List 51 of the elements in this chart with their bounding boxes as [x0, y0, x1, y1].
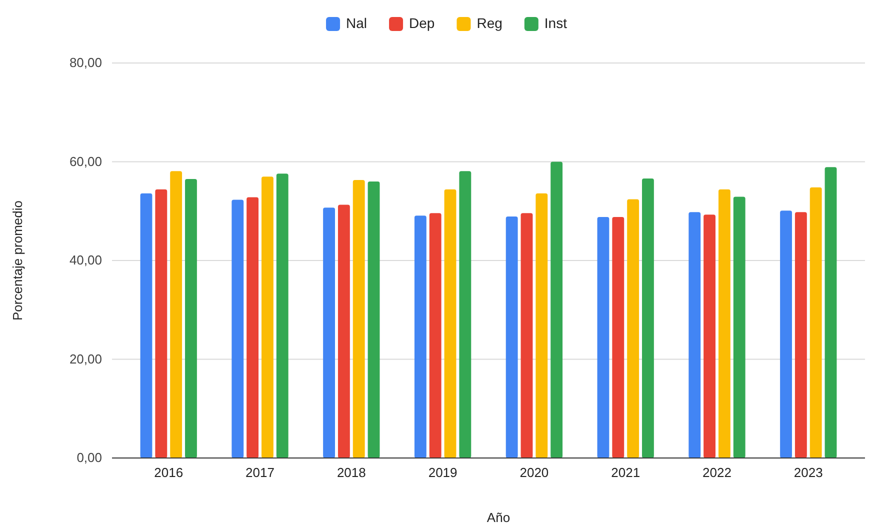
bar — [323, 208, 335, 458]
bar — [612, 217, 624, 458]
x-tick-label: 2017 — [246, 465, 274, 480]
bar — [155, 189, 168, 458]
legend-label: Reg — [476, 15, 502, 31]
legend-label: Inst — [544, 15, 568, 31]
bar — [429, 213, 442, 458]
bar — [262, 176, 274, 458]
bar — [246, 197, 259, 458]
x-tick-label: 2019 — [428, 465, 458, 480]
x-tick-label: 2018 — [336, 465, 366, 480]
bar — [810, 187, 822, 458]
bar — [520, 213, 533, 458]
bar — [459, 171, 472, 458]
x-tick-label: 2016 — [154, 465, 184, 480]
bar — [718, 189, 730, 458]
bar — [506, 216, 518, 458]
legend-label: Nal — [346, 15, 368, 31]
y-tick-label: 80,00 — [69, 55, 102, 70]
x-tick-label: 2021 — [611, 465, 640, 480]
y-tick-label: 40,00 — [69, 252, 102, 268]
x-tick-label: 2023 — [794, 465, 823, 480]
bar — [642, 178, 654, 458]
bar — [140, 193, 152, 458]
bar — [794, 212, 807, 458]
bar — [597, 217, 610, 458]
bar — [338, 204, 350, 458]
x-axis-title: Año — [486, 510, 510, 525]
y-tick-label: 60,00 — [69, 154, 102, 169]
bar — [536, 193, 548, 458]
bar — [550, 162, 563, 458]
bar — [444, 189, 456, 458]
legend-label: Dep — [409, 15, 435, 31]
y-tick-label: 20,00 — [69, 351, 102, 366]
x-tick-label: 2020 — [520, 465, 549, 480]
bar — [627, 199, 640, 458]
bar — [704, 214, 716, 458]
bar — [688, 212, 701, 458]
bar — [780, 210, 792, 458]
bar — [733, 196, 746, 458]
bar — [185, 179, 197, 458]
bar — [824, 167, 837, 458]
bar — [276, 174, 288, 458]
bar — [352, 180, 365, 458]
y-axis-title: Porcentaje promedio — [10, 200, 25, 320]
bar — [368, 182, 380, 458]
y-tick-label: 0,00 — [76, 450, 102, 466]
x-tick-label: 2022 — [702, 465, 732, 480]
bar — [170, 171, 182, 458]
bar — [414, 216, 426, 458]
bar — [232, 200, 244, 458]
